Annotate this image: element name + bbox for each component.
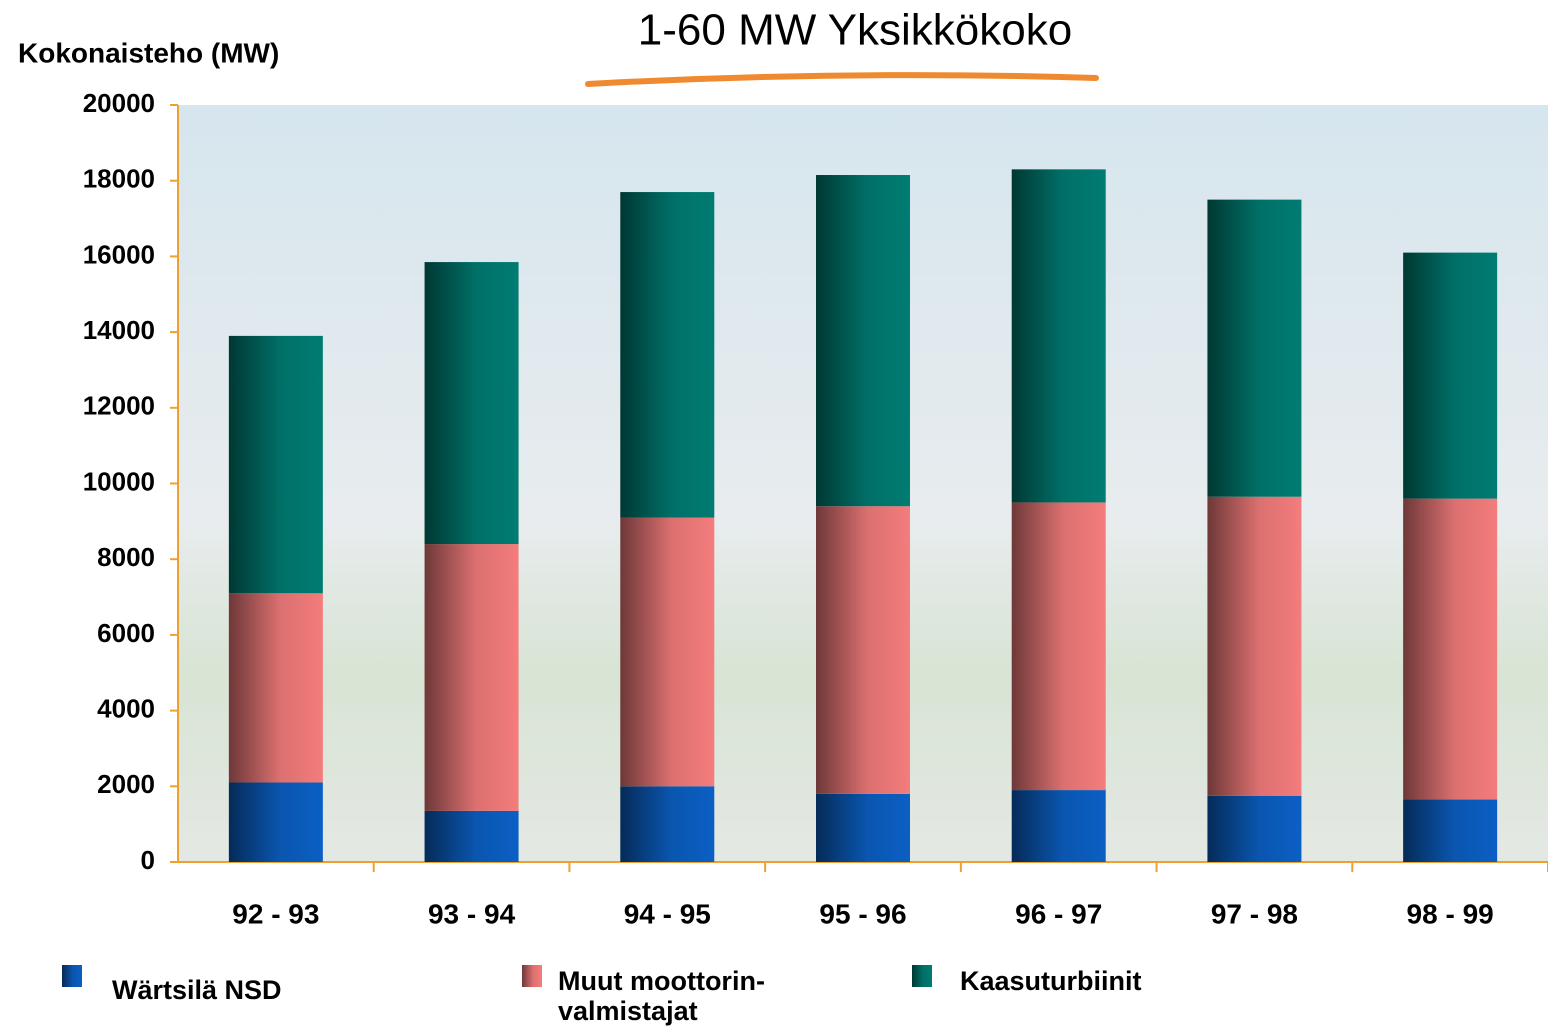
y-tick-label: 6000 (97, 618, 155, 648)
chart: 1-60 MW Yksikkökoko Kokonaisteho (MW) 0 2… (0, 0, 1548, 1032)
bar-segment (1207, 200, 1301, 497)
legend-swatch (522, 965, 542, 987)
legend-label: Muut moottorin- valmistajat (558, 966, 765, 1026)
legend-label: Kaasuturbiinit (960, 966, 1142, 996)
x-tick-label: 92 - 93 (232, 898, 319, 929)
bar-segment (1012, 502, 1106, 790)
bar-segment (1403, 800, 1497, 862)
bar-segment (816, 794, 910, 862)
legend-label: Wärtsilä NSD (112, 975, 282, 1005)
page: 1-60 MW Yksikkökoko Kokonaisteho (MW) 0 2… (0, 0, 1548, 1032)
bar-segment (425, 811, 519, 862)
bar-segment (229, 593, 323, 782)
x-tick-label: 98 - 99 (1407, 898, 1494, 929)
bar-segment (816, 506, 910, 794)
y-tick-label: 12000 (83, 391, 155, 421)
bar-segment (1012, 790, 1106, 862)
x-tick-label: 95 - 96 (819, 898, 906, 929)
bar-segment (620, 518, 714, 787)
y-tick-label: 0 (141, 845, 155, 875)
legend-swatch (912, 965, 932, 987)
y-tick-label: 4000 (97, 693, 155, 723)
bar-segment (1403, 253, 1497, 499)
bar-segment (1403, 499, 1497, 800)
bar-segment (229, 336, 323, 593)
bar-segment (620, 786, 714, 862)
bar-segment (425, 262, 519, 544)
title-underline (588, 75, 1096, 84)
x-tick-label: 93 - 94 (428, 898, 516, 929)
bar-segment (620, 192, 714, 518)
y-tick-label: 8000 (97, 542, 155, 572)
x-tick-label: 94 - 95 (624, 898, 711, 929)
y-tick-label: 14000 (83, 315, 155, 345)
y-tick-label: 18000 (83, 164, 155, 194)
y-tick-label: 2000 (97, 769, 155, 799)
y-axis-title: Kokonaisteho (MW) (18, 37, 279, 68)
bar-segment (425, 544, 519, 811)
x-tick-label: 96 - 97 (1015, 898, 1102, 929)
x-tick-label: 97 - 98 (1211, 898, 1298, 929)
y-tick-label: 20000 (83, 88, 155, 118)
bar-segment (1207, 497, 1301, 796)
bar-segment (1207, 796, 1301, 862)
chart-title: 1-60 MW Yksikkökoko (638, 6, 1072, 55)
bar-segment (1012, 169, 1106, 502)
bar-segment (229, 783, 323, 862)
y-tick-label: 16000 (83, 239, 155, 269)
legend-swatch (62, 965, 82, 987)
bar-segment (816, 175, 910, 506)
y-tick-label: 10000 (83, 466, 155, 496)
